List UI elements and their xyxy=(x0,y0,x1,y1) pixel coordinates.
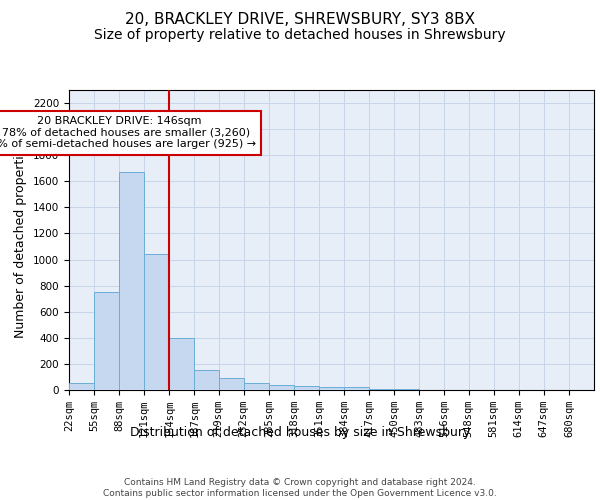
Bar xyxy=(218,378,244,390)
Bar xyxy=(169,338,194,390)
Bar xyxy=(94,292,119,390)
Bar xyxy=(244,384,269,390)
Text: 20, BRACKLEY DRIVE, SHREWSBURY, SY3 8BX: 20, BRACKLEY DRIVE, SHREWSBURY, SY3 8BX xyxy=(125,12,475,28)
Bar xyxy=(344,388,369,390)
Bar xyxy=(294,386,319,390)
Text: 20 BRACKLEY DRIVE: 146sqm
← 78% of detached houses are smaller (3,260)
22% of se: 20 BRACKLEY DRIVE: 146sqm ← 78% of detac… xyxy=(0,116,256,150)
Bar xyxy=(369,388,394,390)
Bar xyxy=(194,370,218,390)
Bar xyxy=(269,385,294,390)
Bar xyxy=(144,254,169,390)
Bar xyxy=(319,386,344,390)
Bar xyxy=(69,384,94,390)
Text: Distribution of detached houses by size in Shrewsbury: Distribution of detached houses by size … xyxy=(130,426,470,439)
Text: Contains HM Land Registry data © Crown copyright and database right 2024.
Contai: Contains HM Land Registry data © Crown c… xyxy=(103,478,497,498)
Text: Size of property relative to detached houses in Shrewsbury: Size of property relative to detached ho… xyxy=(94,28,506,42)
Y-axis label: Number of detached properties: Number of detached properties xyxy=(14,142,28,338)
Bar xyxy=(119,172,144,390)
